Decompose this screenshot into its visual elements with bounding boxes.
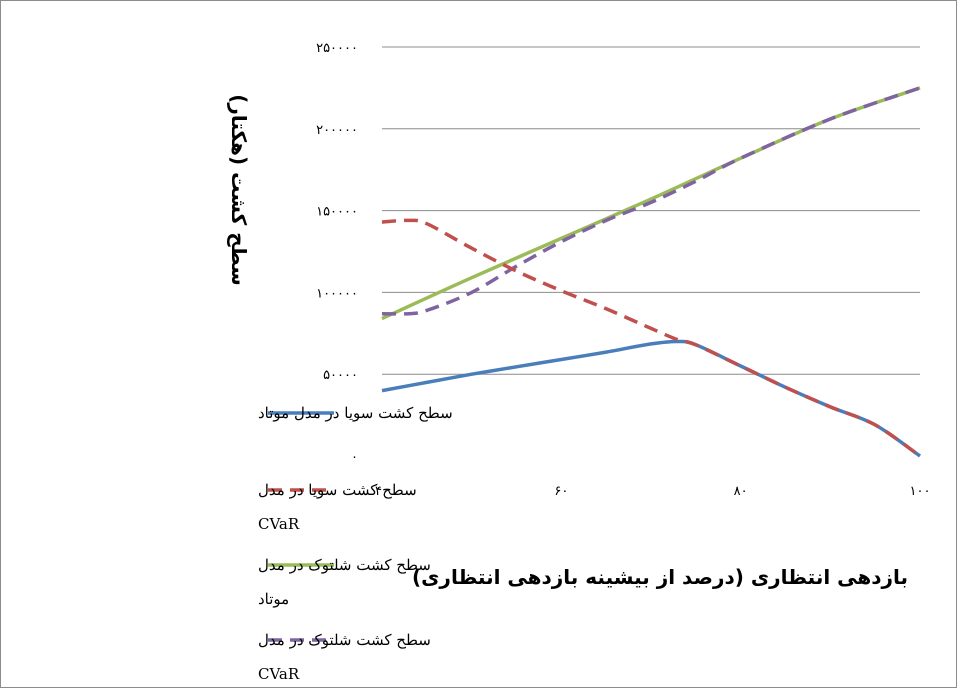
y-tick-label: ۲۰۰۰۰۰ <box>316 123 358 138</box>
x-tick-label: ۱۰۰ <box>910 484 931 499</box>
legend-item: سطح کشت سویا در مدل CVaR <box>258 481 417 533</box>
y-axis-title: سطح کشت (هکتار) <box>227 94 251 286</box>
x-tick-labels: ۴۰ ۶۰ ۸۰ ۱۰۰ <box>375 484 930 499</box>
legend-item: سطح کشت شلتوک در مدل موتاد <box>258 556 431 608</box>
y-tick-label: ۰ <box>351 450 358 465</box>
x-tick-label: ۶۰ <box>554 484 568 499</box>
legend-label: سطح کشت شلتوک در مدل <box>258 556 431 574</box>
legend-item: سطح کشت شلتوک در مدل CVaR <box>258 631 431 683</box>
gridlines <box>382 46 920 375</box>
legend-label: CVaR <box>258 665 300 683</box>
x-tick-label: ۴۰ <box>375 484 389 499</box>
y-tick-label: ۱۵۰۰۰۰ <box>316 205 358 220</box>
legend-label: سطح کشت سویا در مدل <box>258 481 417 499</box>
y-tick-label: ۵۰۰۰۰ <box>323 368 358 383</box>
legend-label: CVaR <box>258 515 300 533</box>
series-line <box>381 218 921 458</box>
legend-label: موتاد <box>258 590 289 608</box>
legend-label: سطح کشت سویا در مدل موتاد <box>258 404 453 422</box>
legend-item: سطح کشت سویا در مدل موتاد <box>258 404 453 422</box>
series-lines <box>381 86 921 458</box>
x-tick-label: ۸۰ <box>734 484 748 499</box>
x-axis-title: بازدهی انتظاری (درصد از بیشینه بازدهی ان… <box>412 565 908 589</box>
series-line <box>381 86 921 316</box>
legend: سطح کشت سویا در مدل موتاد سطح کشت سویا در… <box>258 404 453 683</box>
y-tick-label: ۲۵۰۰۰۰ <box>316 41 358 56</box>
y-tick-labels: ۰ ۵۰۰۰۰ ۱۰۰۰۰۰ ۱۵۰۰۰۰ ۲۰۰۰۰۰ ۲۵۰۰۰۰ <box>316 41 358 465</box>
series-line <box>381 339 921 458</box>
y-tick-label: ۱۰۰۰۰۰ <box>316 286 358 301</box>
legend-label: سطح کشت شلتوک در مدل <box>258 631 431 649</box>
